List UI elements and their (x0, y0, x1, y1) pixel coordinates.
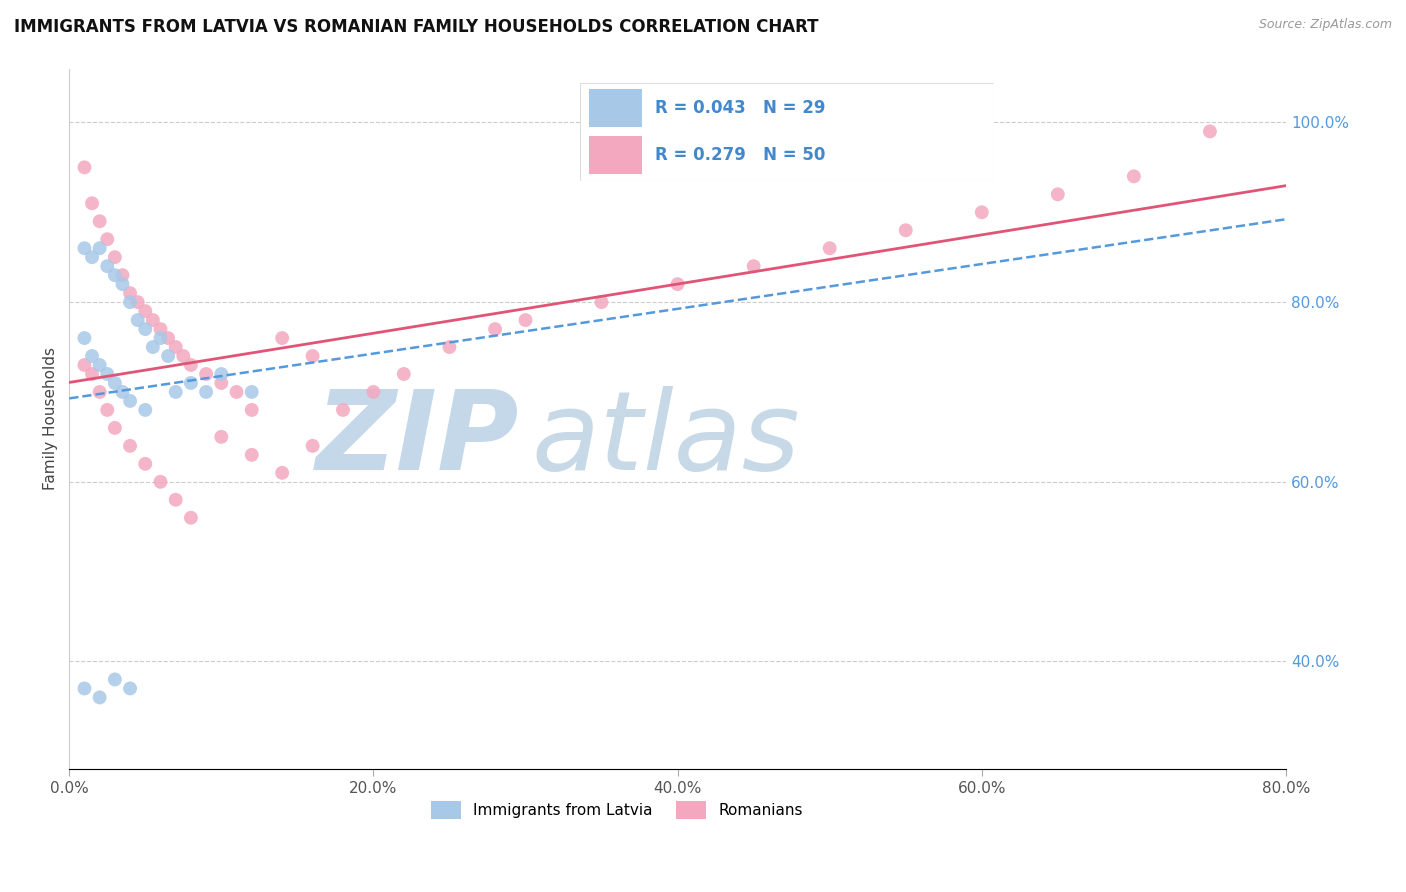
Point (142, 340, 165, 354)
Point (80, 367, 103, 381)
Point (515, 313, 537, 327)
Text: ZIP: ZIP (316, 386, 519, 493)
Point (165, 492, 187, 507)
Point (80, 250, 103, 264)
Point (666, 277, 689, 292)
Point (1122, 169, 1144, 184)
Point (172, 349, 194, 363)
Point (209, 376, 232, 390)
Point (120, 681, 142, 696)
Legend: Immigrants from Latvia, Romanians: Immigrants from Latvia, Romanians (425, 795, 808, 825)
Point (104, 268, 127, 282)
Point (240, 384, 263, 399)
Point (127, 313, 149, 327)
Point (104, 250, 127, 264)
Point (363, 384, 385, 399)
Point (96, 259, 118, 273)
Point (89, 384, 111, 399)
Point (73, 161, 96, 175)
Point (818, 241, 841, 255)
Point (209, 430, 232, 444)
Point (240, 448, 263, 462)
Point (165, 340, 187, 354)
Point (89, 241, 111, 255)
Point (134, 457, 156, 471)
Point (73, 358, 96, 372)
Point (104, 421, 127, 435)
Text: IMMIGRANTS FROM LATVIA VS ROMANIAN FAMILY HOUSEHOLDS CORRELATION CHART: IMMIGRANTS FROM LATVIA VS ROMANIAN FAMIL… (14, 18, 818, 36)
Point (209, 367, 232, 381)
Point (439, 340, 461, 354)
Point (96, 232, 118, 246)
Point (157, 331, 180, 345)
Point (180, 510, 202, 524)
Point (127, 295, 149, 310)
Point (120, 393, 142, 408)
Point (165, 384, 187, 399)
Point (80, 349, 103, 363)
Point (104, 673, 127, 687)
Point (301, 439, 323, 453)
Point (80, 196, 103, 211)
Point (149, 331, 172, 345)
Point (89, 358, 111, 372)
Point (484, 322, 506, 336)
Point (195, 384, 218, 399)
Point (271, 331, 294, 345)
Text: atlas: atlas (531, 386, 800, 493)
Y-axis label: Family Households: Family Households (44, 347, 58, 491)
Point (96, 367, 118, 381)
Point (157, 349, 180, 363)
Point (301, 349, 323, 363)
Point (392, 367, 415, 381)
Point (134, 322, 156, 336)
Point (111, 268, 134, 282)
Point (195, 367, 218, 381)
Point (120, 286, 142, 301)
Point (73, 241, 96, 255)
Point (134, 304, 156, 318)
Point (225, 384, 247, 399)
Point (742, 259, 765, 273)
Point (271, 466, 294, 480)
Point (120, 439, 142, 453)
Point (180, 358, 202, 372)
Point (134, 403, 156, 417)
Point (970, 205, 993, 219)
Point (1199, 124, 1222, 138)
Point (73, 681, 96, 696)
Point (73, 331, 96, 345)
Point (591, 295, 613, 310)
Point (104, 376, 127, 390)
Text: Source: ZipAtlas.com: Source: ZipAtlas.com (1258, 18, 1392, 31)
Point (111, 384, 134, 399)
Point (89, 690, 111, 705)
Point (111, 277, 134, 292)
Point (1046, 187, 1069, 202)
Point (240, 403, 263, 417)
Point (332, 403, 354, 417)
Point (89, 214, 111, 228)
Point (96, 403, 118, 417)
Point (149, 475, 172, 489)
Point (180, 376, 202, 390)
Point (149, 322, 172, 336)
Point (894, 223, 917, 237)
Point (142, 313, 165, 327)
Point (120, 295, 142, 310)
